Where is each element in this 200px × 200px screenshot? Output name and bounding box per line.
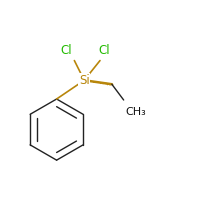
Text: Si: Si	[79, 74, 90, 87]
Text: CH₃: CH₃	[126, 107, 146, 117]
Text: Cl: Cl	[98, 44, 110, 57]
Text: Cl: Cl	[61, 44, 72, 57]
